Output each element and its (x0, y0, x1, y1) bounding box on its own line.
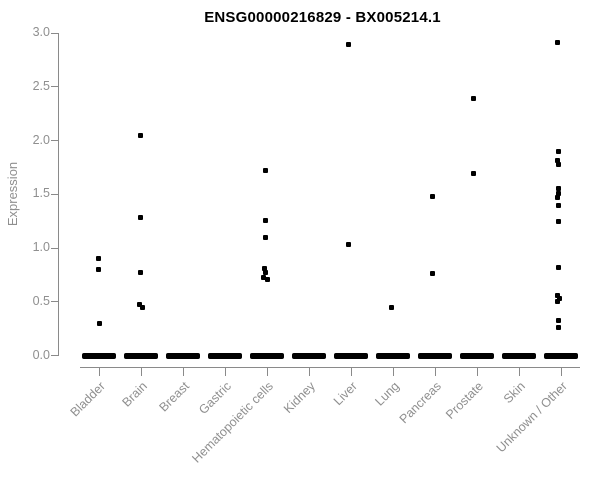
x-axis-tick (309, 367, 310, 376)
x-axis-tick (519, 367, 520, 376)
y-tick-label: 2.0 (32, 132, 50, 147)
data-point (470, 171, 476, 177)
zero-cluster-bar (460, 353, 494, 359)
zero-cluster-bar (502, 353, 536, 359)
data-point (555, 190, 561, 196)
data-point (554, 299, 560, 305)
y-axis-tick (51, 355, 58, 356)
y-axis-tick (51, 86, 58, 88)
y-axis-tick (51, 247, 58, 249)
y-tick-label: 3.0 (32, 25, 50, 39)
data-point (554, 194, 560, 200)
y-axis-tick (51, 32, 58, 34)
zero-cluster-bar (124, 353, 158, 359)
zero-cluster-bar (418, 353, 452, 359)
chart-title: ENSG00000216829 - BX005214.1 (204, 9, 441, 26)
data-point (136, 302, 142, 308)
x-axis-tick (393, 367, 394, 376)
data-point (345, 42, 351, 48)
x-axis-line (80, 367, 580, 368)
data-point (555, 317, 561, 323)
data-point (96, 320, 102, 326)
data-point (261, 265, 267, 271)
y-axis-tick (51, 193, 58, 195)
data-point (262, 217, 268, 223)
data-point (555, 148, 561, 154)
data-point (262, 234, 268, 240)
data-point (95, 256, 101, 262)
data-point (555, 325, 561, 331)
zero-cluster-bar (292, 353, 326, 359)
y-tick-label: 1.5 (32, 186, 50, 201)
y-axis-tick (51, 301, 58, 303)
zero-cluster-bar (376, 353, 410, 359)
data-point (555, 186, 561, 192)
data-point (137, 270, 143, 276)
data-point (555, 161, 561, 167)
data-point (262, 270, 268, 276)
zero-cluster-bar (250, 353, 284, 359)
zero-cluster-bar (334, 353, 368, 359)
data-point (264, 276, 270, 282)
data-point (260, 274, 266, 280)
data-point (137, 132, 143, 138)
y-axis-tick (51, 140, 58, 141)
data-point (429, 193, 435, 199)
x-axis-tick (99, 367, 100, 376)
zero-cluster-bar (208, 353, 242, 359)
data-point (555, 218, 561, 224)
data-point (345, 242, 351, 248)
x-axis-tick (351, 367, 352, 376)
data-point (139, 304, 145, 310)
data-point (554, 158, 560, 164)
x-axis-tick (477, 367, 478, 376)
x-axis-tick (225, 367, 226, 376)
zero-cluster-bar (82, 353, 116, 359)
zero-cluster-bar (544, 353, 578, 359)
x-axis-tick (267, 367, 268, 376)
y-tick-label: 0.0 (32, 347, 50, 362)
x-axis-tick (183, 367, 184, 376)
y-tick-label: 1.0 (32, 240, 50, 254)
y-tick-label: 0.5 (32, 293, 50, 308)
data-point (554, 292, 560, 298)
zero-cluster-bar (166, 353, 200, 359)
data-point (556, 296, 562, 302)
data-point (262, 168, 268, 174)
data-point (137, 215, 143, 221)
data-point (555, 264, 561, 270)
x-axis-tick (561, 367, 562, 376)
data-point (554, 40, 560, 46)
data-point (555, 202, 561, 208)
y-tick-label: 2.5 (32, 78, 50, 93)
x-axis-tick (435, 367, 436, 376)
x-axis-tick (141, 367, 142, 376)
data-point (470, 96, 476, 102)
data-point (388, 304, 394, 310)
data-point (95, 267, 101, 272)
y-axis-line (58, 33, 59, 356)
data-point (429, 271, 435, 277)
